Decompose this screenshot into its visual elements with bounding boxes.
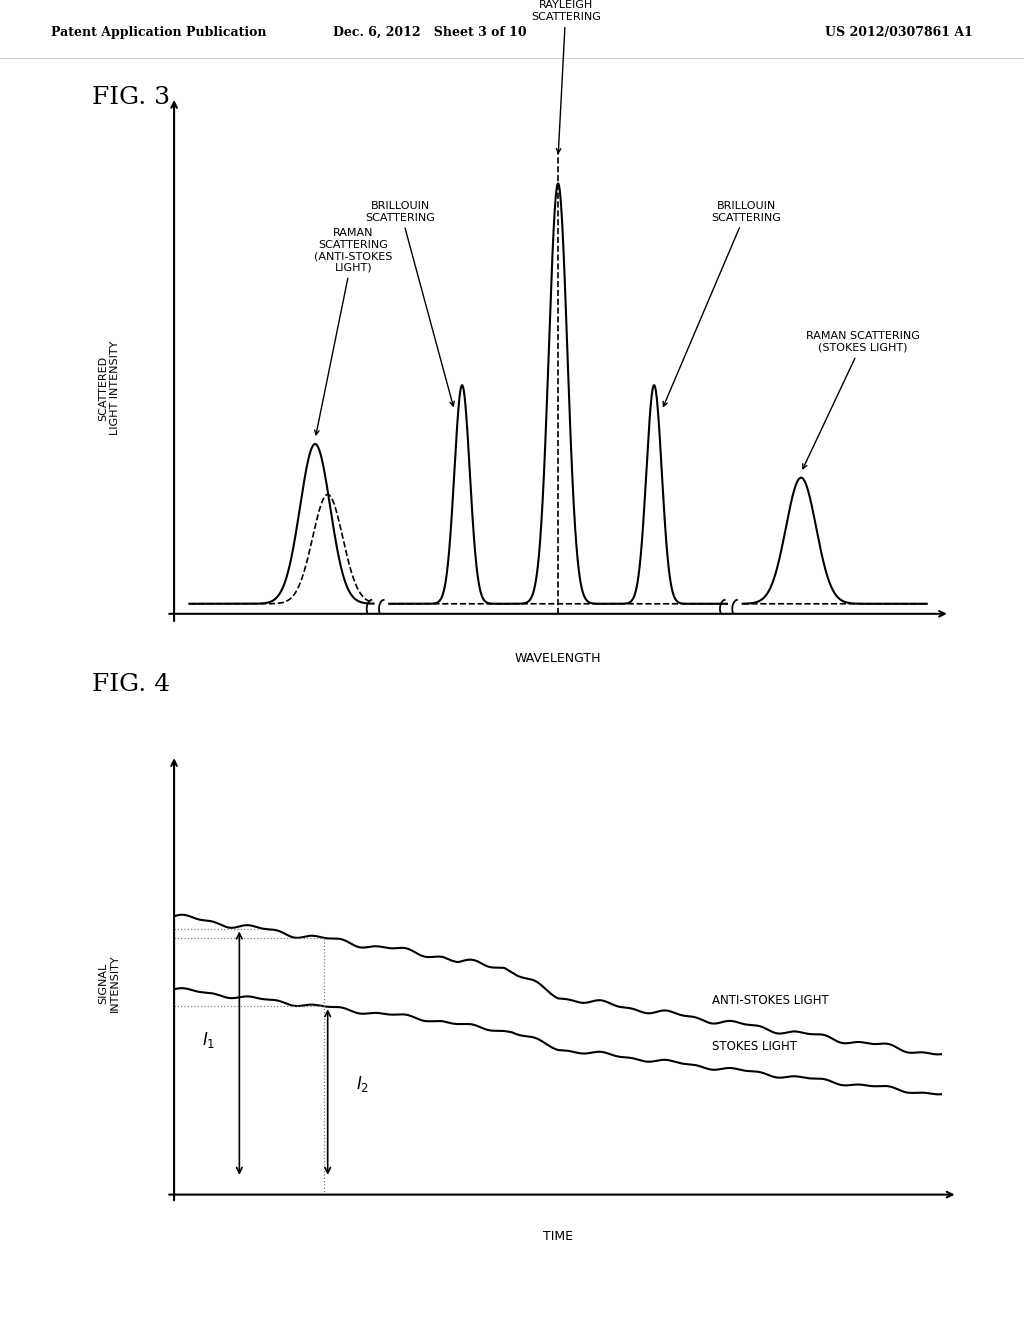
Text: BRILLOUIN
SCATTERING: BRILLOUIN SCATTERING [366, 201, 455, 407]
Text: RAYLEIGH
SCATTERING: RAYLEIGH SCATTERING [530, 0, 601, 153]
Text: RAMAN
SCATTERING
(ANTI-STOKES
LIGHT): RAMAN SCATTERING (ANTI-STOKES LIGHT) [314, 228, 392, 434]
Text: SCATTERED
LIGHT INTENSITY: SCATTERED LIGHT INTENSITY [98, 341, 120, 436]
Text: Patent Application Publication: Patent Application Publication [51, 26, 266, 40]
Text: $I_2$: $I_2$ [355, 1073, 369, 1093]
Text: SIGNAL
INTENSITY: SIGNAL INTENSITY [98, 954, 120, 1012]
Text: TIME: TIME [543, 1230, 573, 1243]
Text: STOKES LIGHT: STOKES LIGHT [712, 1040, 797, 1053]
Text: FIG. 3: FIG. 3 [92, 86, 170, 108]
Text: WAVELENGTH: WAVELENGTH [515, 652, 601, 665]
Text: US 2012/0307861 A1: US 2012/0307861 A1 [825, 26, 973, 40]
Text: $I_1$: $I_1$ [202, 1031, 215, 1051]
Text: ANTI-STOKES LIGHT: ANTI-STOKES LIGHT [712, 994, 828, 1007]
Text: BRILLOUIN
SCATTERING: BRILLOUIN SCATTERING [664, 201, 781, 407]
Text: Dec. 6, 2012   Sheet 3 of 10: Dec. 6, 2012 Sheet 3 of 10 [333, 26, 527, 40]
Text: FIG. 4: FIG. 4 [92, 673, 170, 696]
Text: RAMAN SCATTERING
(STOKES LIGHT): RAMAN SCATTERING (STOKES LIGHT) [803, 331, 920, 469]
